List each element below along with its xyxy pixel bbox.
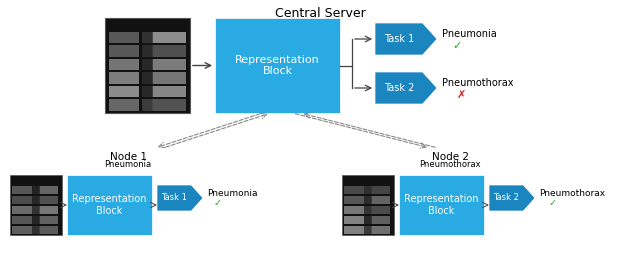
Text: ✓: ✓ (549, 198, 557, 208)
Bar (143, 72, 152, 84)
Bar (152, 99, 186, 111)
Bar (33, 205, 40, 214)
FancyBboxPatch shape (67, 175, 152, 235)
Bar (371, 205, 390, 214)
Text: Task 2: Task 2 (493, 194, 519, 202)
Bar (364, 205, 372, 214)
Text: Pneumothorax: Pneumothorax (419, 160, 481, 169)
Bar (371, 225, 390, 234)
Bar (342, 175, 394, 235)
Text: Central Server: Central Server (275, 7, 365, 20)
Bar (371, 195, 390, 204)
FancyBboxPatch shape (399, 175, 484, 235)
Bar (38, 195, 58, 204)
Bar (12, 185, 32, 194)
Text: Pneumonia: Pneumonia (207, 190, 257, 198)
Bar (152, 59, 186, 70)
Bar (143, 99, 152, 111)
Bar (109, 45, 139, 57)
Text: Pneumothorax: Pneumothorax (442, 78, 513, 88)
Bar (371, 185, 390, 194)
Bar (109, 72, 139, 84)
Text: Node 1: Node 1 (109, 152, 147, 162)
Text: Task 2: Task 2 (383, 83, 414, 93)
Bar (344, 195, 364, 204)
Polygon shape (157, 185, 203, 211)
Bar (38, 225, 58, 234)
Bar (152, 86, 186, 97)
Bar (10, 175, 62, 235)
Bar (33, 195, 40, 204)
Text: Pneumonia: Pneumonia (104, 160, 152, 169)
Bar (143, 59, 152, 70)
Text: ✓: ✓ (214, 198, 222, 208)
Bar (109, 59, 139, 70)
Bar (38, 185, 58, 194)
Text: Representation
Block: Representation Block (404, 194, 479, 216)
Text: Task 1: Task 1 (383, 34, 414, 44)
Bar (344, 215, 364, 224)
Bar (344, 225, 364, 234)
Bar (12, 225, 32, 234)
Bar (344, 205, 364, 214)
Text: Node 2: Node 2 (431, 152, 468, 162)
Text: ✗: ✗ (457, 90, 467, 100)
Bar (364, 215, 372, 224)
Bar (152, 72, 186, 84)
Text: Representation
Block: Representation Block (235, 55, 320, 76)
Bar (344, 185, 364, 194)
Bar (12, 205, 32, 214)
Bar (12, 215, 32, 224)
Polygon shape (489, 185, 535, 211)
Bar (38, 205, 58, 214)
Bar (364, 185, 372, 194)
Text: Task 1: Task 1 (161, 194, 187, 202)
Bar (143, 32, 152, 43)
Text: ✓: ✓ (452, 41, 461, 51)
Bar (109, 32, 139, 43)
Bar (33, 185, 40, 194)
Bar (33, 225, 40, 234)
Bar (38, 215, 58, 224)
Polygon shape (375, 72, 437, 104)
Bar (152, 32, 186, 43)
Bar (33, 215, 40, 224)
Bar (105, 18, 190, 113)
Text: Representation
Block: Representation Block (72, 194, 147, 216)
Bar (364, 225, 372, 234)
Bar (12, 195, 32, 204)
Text: Pneumonia: Pneumonia (442, 29, 497, 39)
Bar (143, 86, 152, 97)
Bar (109, 86, 139, 97)
Text: Pneumothorax: Pneumothorax (539, 190, 605, 198)
Bar (143, 45, 152, 57)
Bar (364, 195, 372, 204)
Bar (152, 45, 186, 57)
Polygon shape (375, 23, 437, 55)
FancyBboxPatch shape (215, 18, 340, 113)
Bar (109, 99, 139, 111)
Bar (371, 215, 390, 224)
